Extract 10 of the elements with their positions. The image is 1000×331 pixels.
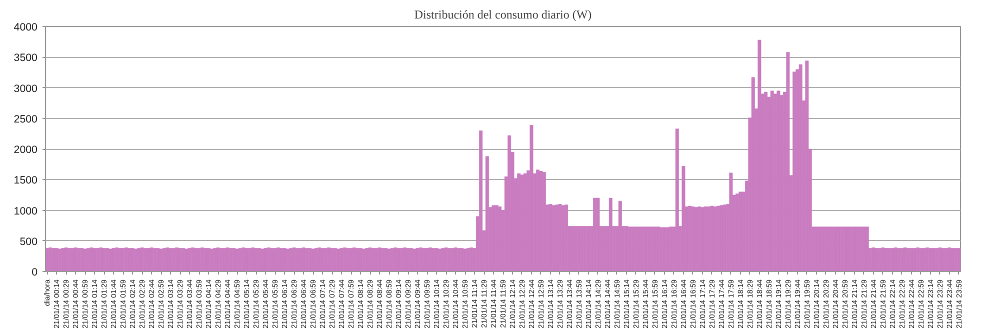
y-tick-label: 2500: [14, 113, 38, 126]
y-tick-label: 4000: [14, 22, 38, 34]
y-tick-label: 500: [20, 236, 38, 248]
y-tick-label: 1500: [14, 174, 38, 187]
chart-title: Distribución del consumo diario (W): [414, 8, 592, 22]
y-tick-label: 3500: [14, 52, 38, 64]
y-tick-label: 0: [32, 266, 38, 278]
y-tick-label: 1000: [14, 205, 38, 218]
y-tick-label: 2000: [14, 144, 38, 156]
y-tick-label: 3000: [14, 82, 38, 95]
